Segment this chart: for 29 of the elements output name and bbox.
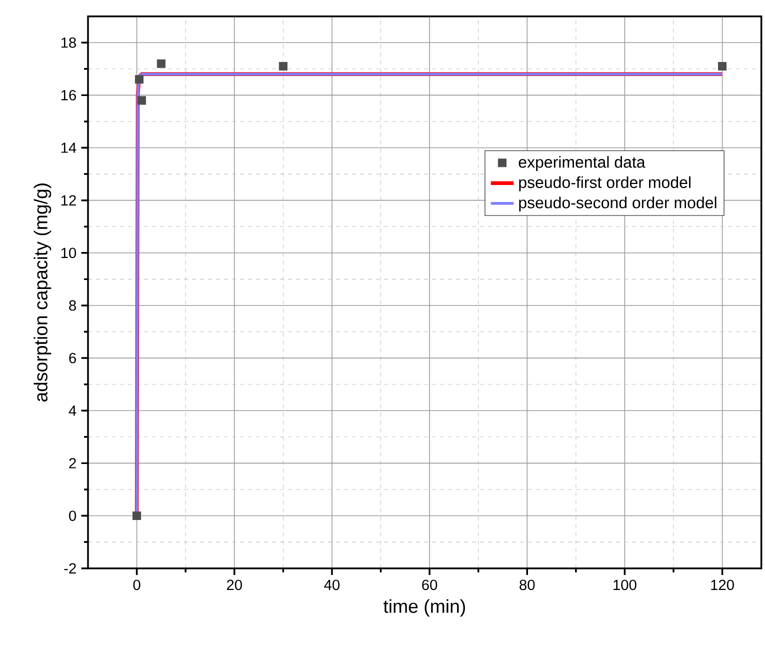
point — [137, 96, 146, 105]
y-tick-label: 8 — [69, 300, 76, 311]
y-tick-label: 18 — [61, 37, 76, 48]
y-tick-label: 14 — [61, 142, 76, 153]
x-tick-label: 60 — [422, 580, 438, 590]
y-tick-label: 10 — [61, 248, 76, 258]
x-axis-title: time (min) — [383, 599, 465, 617]
y-tick-label: -2 — [64, 563, 76, 574]
y-axis-title: adsorption capacity (mg/g) — [34, 184, 52, 402]
legend-label: experimental data — [518, 156, 646, 171]
x-tick-label: 100 — [614, 580, 636, 590]
y-tick-label: 16 — [61, 90, 76, 100]
legend-label: pseudo-first order model — [519, 176, 690, 192]
x-tick-label: 20 — [226, 580, 242, 590]
y-tick-label: 4 — [68, 406, 76, 416]
y-tick-label: 6 — [69, 352, 76, 364]
legend-label: pseudo-second order model — [519, 196, 716, 212]
point — [156, 59, 166, 68]
x-tick-label: 80 — [520, 580, 535, 590]
x-tick-label: 40 — [324, 580, 340, 590]
y-tick-label: 0 — [69, 510, 76, 521]
x-tick-label: 0 — [133, 580, 140, 590]
point — [278, 62, 288, 71]
point — [134, 75, 144, 84]
y-tick-label: 2 — [69, 458, 76, 468]
point — [132, 511, 142, 520]
x-tick-label: 120 — [711, 580, 734, 590]
y-tick-label: 12 — [61, 195, 76, 206]
point — [718, 62, 727, 71]
